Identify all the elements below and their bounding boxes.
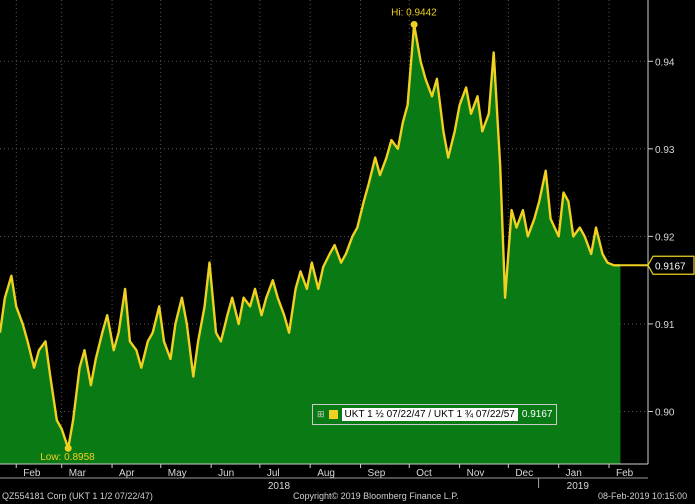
legend-swatch [328, 410, 338, 419]
y-tick-label-2: 0.92 [655, 232, 675, 243]
x-tick-label-8: Oct [416, 468, 432, 479]
x-tick-label-11: Jan [566, 468, 582, 479]
x-tick-label-6: Aug [317, 468, 335, 479]
x-tick-label-0: Feb [23, 468, 41, 479]
x-tick-label-12: Feb [616, 468, 634, 479]
x-tick-label-9: Nov [467, 468, 485, 479]
legend-grip-icon[interactable]: ⊞ [317, 409, 325, 419]
legend-value: 0.9167 [521, 409, 553, 420]
last-value-label: 0.9167 [655, 261, 686, 272]
x-year-label-0: 2018 [268, 481, 291, 492]
series-line [0, 23, 621, 450]
high-label: Hi: 0.9442 [391, 8, 437, 19]
legend-label: UKT 1 ½ 07/22/47 / UKT 1 ¾ 07/22/57 [341, 408, 518, 421]
x-tick-label-4: Jun [218, 468, 234, 479]
last-value-tag [647, 255, 695, 275]
y-tick-label-0: 0.90 [655, 407, 675, 418]
x-tick-label-3: May [168, 468, 187, 479]
legend[interactable]: ⊞ UKT 1 ½ 07/22/47 / UKT 1 ¾ 07/22/57 0.… [312, 404, 558, 425]
series-area [0, 24, 621, 464]
x-year-label-1: 2019 [567, 481, 590, 492]
x-tick-label-10: Dec [515, 468, 533, 479]
axes [0, 0, 649, 479]
footer-security: QZ554181 Corp (UKT 1 1/2 07/22/47) [2, 491, 153, 501]
y-tick-label-3: 0.93 [655, 145, 675, 156]
x-axis-ticks: Feb Mar Apr May Jun Jul Aug Sep Oct Nov Dec Jan Feb 2… [15, 464, 634, 492]
low-marker [64, 444, 72, 452]
y-tick-label-4: 0.94 [655, 57, 675, 68]
annotations: Hi: 0.9442 Low: 0.8958 0.9167 [40, 8, 695, 463]
footer-copyright: Copyright© 2019 Bloomberg Finance L.P. [293, 491, 459, 501]
x-tick-label-7: Sep [368, 468, 386, 479]
footer-timestamp: 08-Feb-2019 10:15:00 [598, 491, 688, 501]
y-axis-ticks: 0.90 0.91 0.92 0.93 0.94 [648, 57, 675, 418]
x-tick-label-1: Mar [69, 468, 87, 479]
x-tick-label-2: Apr [119, 468, 135, 479]
x-tick-label-5: Jul [267, 468, 280, 479]
high-marker [410, 21, 418, 29]
y-tick-label-1: 0.91 [655, 320, 675, 331]
low-label: Low: 0.8958 [40, 452, 95, 463]
footer: QZ554181 Corp (UKT 1 1/2 07/22/47) Copyr… [0, 488, 695, 504]
